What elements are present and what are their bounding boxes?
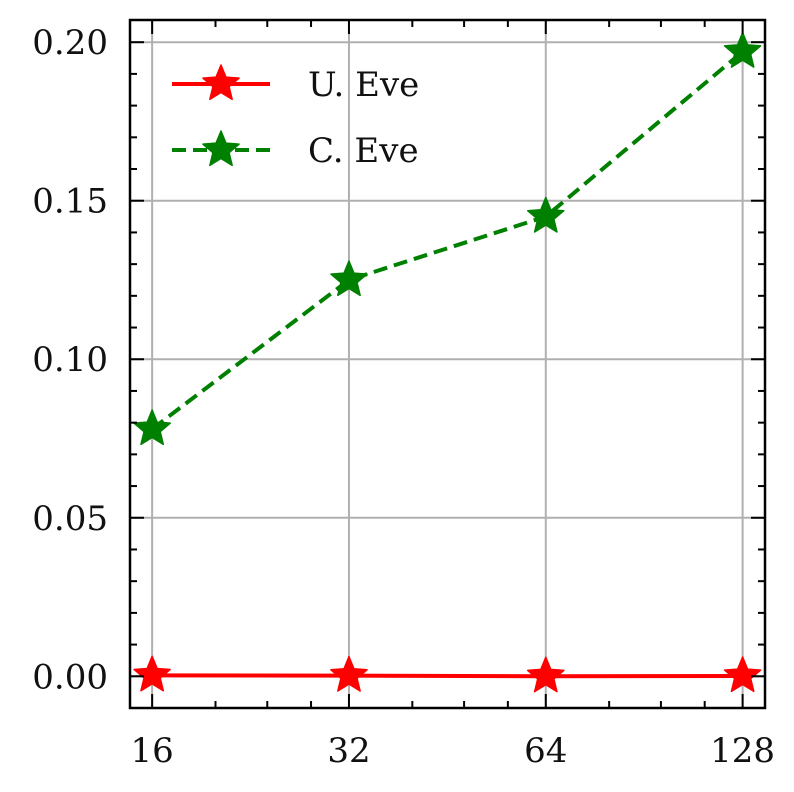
data-point-star-icon xyxy=(723,31,762,68)
legend-star-icon xyxy=(202,64,240,101)
data-point-star-icon xyxy=(133,655,171,692)
y-tick-label: 0.00 xyxy=(32,657,108,697)
tick-marks xyxy=(130,20,765,709)
data-point-star-icon xyxy=(723,656,762,693)
y-tick-label: 0.05 xyxy=(32,499,108,539)
grid xyxy=(130,20,765,708)
data-point-star-icon xyxy=(526,196,565,233)
series-1 xyxy=(133,31,762,446)
data-point-star-icon xyxy=(133,409,171,446)
series-line xyxy=(150,50,744,431)
legend: U. Eve C. Eve xyxy=(172,64,419,171)
data-point-star-icon xyxy=(330,260,368,297)
legend-star-icon xyxy=(202,130,240,167)
y-tick-label: 0.15 xyxy=(32,182,108,222)
y-tick-label: 0.10 xyxy=(32,340,108,380)
y-tick-label: 0.20 xyxy=(32,23,108,63)
data-point-star-icon xyxy=(526,656,565,693)
tick-labels: 16 32 64 128 0.00 0.05 0.10 0.15 0.20 xyxy=(32,23,775,771)
data-point-star-icon xyxy=(330,655,368,692)
plot-frame xyxy=(128,18,767,710)
legend-entry: C. Eve xyxy=(172,130,419,171)
x-tick-label: 32 xyxy=(327,731,370,771)
x-tick-label: 128 xyxy=(710,731,775,771)
series-layer xyxy=(133,31,762,693)
series-line xyxy=(152,673,743,679)
legend-label: U. Eve xyxy=(308,65,419,105)
series-0 xyxy=(133,655,762,693)
x-tick-label: 16 xyxy=(131,731,174,771)
legend-entry: U. Eve xyxy=(172,64,419,105)
legend-label: C. Eve xyxy=(308,131,419,171)
x-tick-label: 64 xyxy=(524,731,567,771)
